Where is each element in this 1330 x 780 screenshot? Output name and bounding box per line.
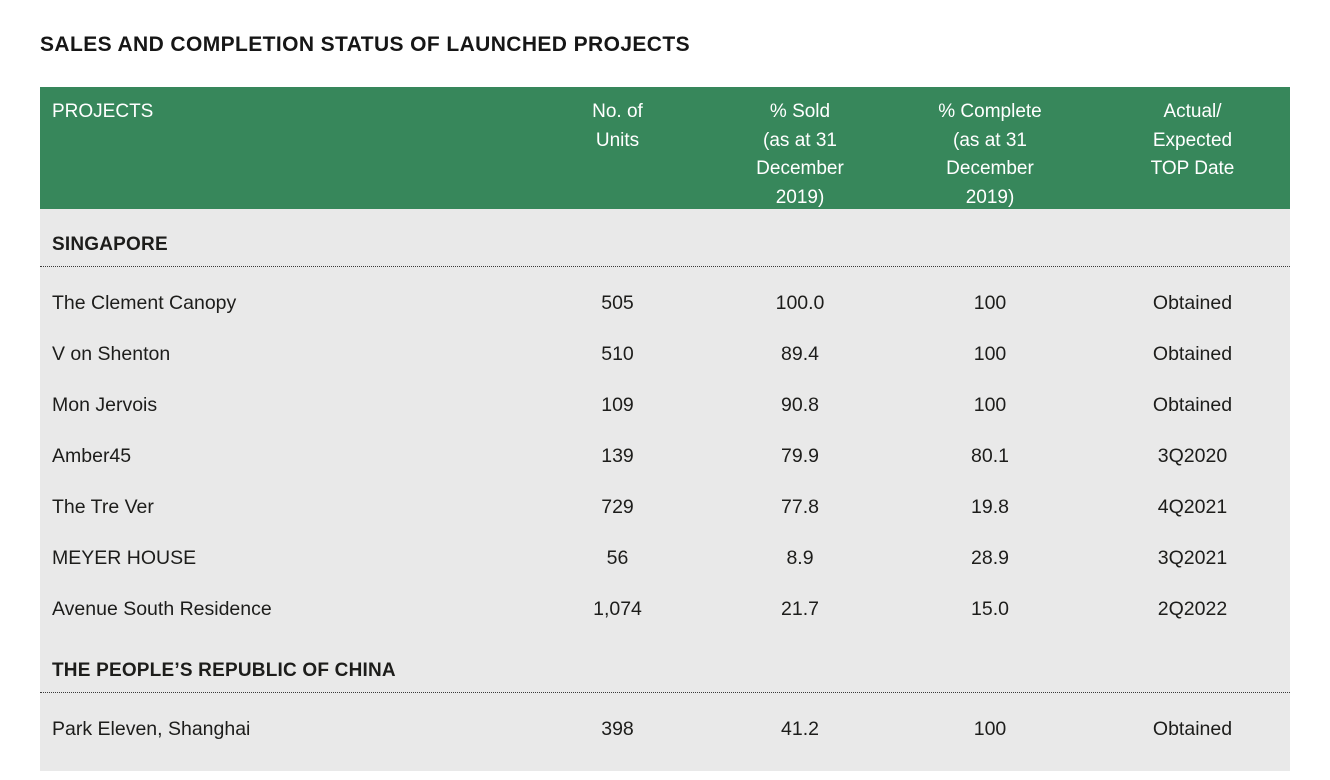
column-header-text: (as at 31: [953, 129, 1027, 151]
column-header-text: PROJECTS: [52, 101, 154, 122]
cell-sold: 89.4: [781, 343, 819, 365]
column-header-text: % Sold: [769, 101, 831, 122]
cell-units: 109: [601, 394, 634, 416]
cell-top: 2Q2022: [1157, 598, 1228, 620]
column-header-text: TOP Date: [1150, 158, 1235, 179]
cell-units: 729: [601, 496, 634, 518]
cell-sold: 21.7: [781, 598, 819, 620]
cell-top: Obtained: [1152, 343, 1233, 365]
table-row: MEYER HOUSE 56 8.9 28.9 3Q2021: [40, 533, 1290, 584]
table-header: PROJECTS No. of Units % Sold (as at 31 Decemb…: [40, 87, 1290, 209]
table-row: The Tre Ver 729 77.8 19.8 4Q2021: [40, 482, 1290, 533]
column-header-text: (as at 31: [763, 129, 837, 151]
cell-sold: 79.9: [781, 445, 819, 467]
cell-complete: 100: [973, 343, 1007, 365]
section-heading: THE PEOPLE’S REPUBLIC OF CHINA: [40, 635, 1290, 693]
column-header-text: 2019): [775, 186, 825, 208]
projects-table: PROJECTS No. of Units % Sold (as at 31 Decemb…: [40, 87, 1290, 771]
cell-project: V on Shenton: [52, 343, 171, 365]
cell-project: The Tre Ver: [52, 496, 154, 518]
cell-top: 3Q2021: [1157, 547, 1228, 569]
column-header-text: Expected: [1152, 129, 1233, 151]
column-header-top-date: Actual/Expected TOP Date: [1095, 98, 1290, 212]
column-header-text: Actual/: [1163, 101, 1222, 122]
table-row: Amber45 139 79.9 80.1 3Q2020: [40, 431, 1290, 482]
column-header-text: December: [946, 158, 1034, 179]
column-header-sold: % Sold (as at 31 December 2019): [715, 98, 885, 212]
column-header-units: No. of Units: [520, 98, 715, 212]
table-body: SINGAPORE The Clement Canopy 505 100.0 100 Ob…: [40, 209, 1290, 771]
cell-units: 56: [606, 547, 629, 569]
table-section: THE PEOPLE’S REPUBLIC OF CHINA Park Eleve…: [40, 635, 1290, 755]
table-row: Avenue South Residence 1,074 21.7 15.0 2Q202…: [40, 584, 1290, 635]
table-row: Park Eleven, Shanghai 398 41.2 100 Obtained: [40, 704, 1290, 755]
section-title: SINGAPORE: [52, 234, 168, 255]
cell-sold: 90.8: [781, 394, 819, 416]
table-row: Mon Jervois 109 90.8 100 Obtained: [40, 380, 1290, 431]
page-title: SALES AND COMPLETION STATUS OF LAUNCHED …: [40, 33, 690, 56]
cell-top: 4Q2021: [1157, 496, 1228, 518]
cell-sold: 41.2: [781, 718, 819, 740]
cell-top: Obtained: [1152, 718, 1233, 740]
cell-complete: 100: [973, 292, 1007, 314]
table-row: The Clement Canopy 505 100.0 100 Obtained: [40, 278, 1290, 329]
cell-project: Park Eleven, Shanghai: [52, 718, 251, 740]
cell-units: 510: [601, 343, 634, 365]
column-header-text: % Complete: [938, 101, 1042, 122]
column-header-text: Units: [595, 129, 640, 151]
cell-project: MEYER HOUSE: [52, 547, 197, 569]
cell-units: 398: [601, 718, 634, 740]
cell-complete: 19.8: [971, 496, 1009, 518]
table-row: V on Shenton 510 89.4 100 Obtained: [40, 329, 1290, 380]
section-heading: SINGAPORE: [40, 209, 1290, 267]
cell-top: Obtained: [1152, 394, 1233, 416]
column-header-text: No. of: [592, 101, 643, 122]
section-rows: The Clement Canopy 505 100.0 100 Obtained V o…: [40, 267, 1290, 635]
cell-complete: 15.0: [971, 598, 1009, 620]
cell-sold: 77.8: [781, 496, 819, 518]
cell-complete: 100: [973, 394, 1007, 416]
column-header-text: December: [756, 158, 844, 179]
table-section: SINGAPORE The Clement Canopy 505 100.0 100 Ob…: [40, 209, 1290, 635]
cell-project: The Clement Canopy: [52, 292, 237, 314]
cell-top: 3Q2020: [1157, 445, 1228, 467]
column-header-projects: PROJECTS: [40, 98, 520, 212]
cell-project: Amber45: [52, 445, 132, 467]
cell-top: Obtained: [1152, 292, 1233, 314]
column-header-text: 2019): [965, 186, 1015, 208]
section-rows: Park Eleven, Shanghai 398 41.2 100 Obtained: [40, 693, 1290, 755]
cell-sold: 8.9: [786, 547, 814, 569]
section-title: THE PEOPLE’S REPUBLIC OF CHINA: [52, 660, 396, 681]
cell-project: Avenue South Residence: [52, 598, 272, 620]
cell-sold: 100.0: [775, 292, 825, 314]
cell-units: 1,074: [593, 598, 642, 620]
cell-units: 505: [601, 292, 634, 314]
cell-complete: 100: [973, 718, 1007, 740]
cell-complete: 80.1: [971, 445, 1009, 467]
column-header-complete: % Complete (as at 31 December 2019): [885, 98, 1095, 212]
cell-complete: 28.9: [971, 547, 1009, 569]
cell-units: 139: [601, 445, 634, 467]
cell-project: Mon Jervois: [52, 394, 158, 416]
